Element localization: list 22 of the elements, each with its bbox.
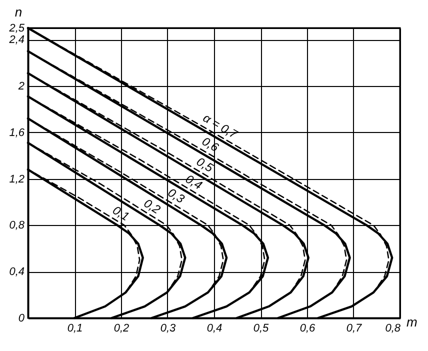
- y-tick-label: 1,6: [9, 126, 26, 139]
- x-tick-label: 0,7: [346, 322, 363, 334]
- y-tick-label: 2: [17, 80, 24, 92]
- y-tick-label: 0,8: [9, 220, 26, 232]
- x-axis-title: m: [406, 314, 418, 330]
- x-tick-label: 0,6: [300, 322, 316, 334]
- y-tick-label: 0,4: [9, 266, 24, 278]
- x-tick-label: 0,5: [253, 322, 270, 334]
- y-tick-label: 2,5: [8, 22, 26, 34]
- x-tick-label: 0,1: [67, 322, 83, 334]
- x-tick-label: 0,3: [160, 322, 177, 334]
- x-tick-label: 0,8: [385, 322, 402, 334]
- text: 0,5: [194, 154, 216, 176]
- y-tick-label: 0: [18, 312, 26, 324]
- y-tick-label: 1,2: [9, 173, 24, 186]
- text: 0,1: [110, 202, 132, 224]
- text: 0,2: [141, 196, 164, 217]
- x-tick-label: 0,2: [114, 322, 130, 334]
- y-axis-title: n: [14, 4, 22, 20]
- x-tick-label: 0,4: [206, 322, 222, 334]
- text: 0,3: [165, 185, 188, 206]
- y-tick-label: 2,4: [8, 34, 24, 46]
